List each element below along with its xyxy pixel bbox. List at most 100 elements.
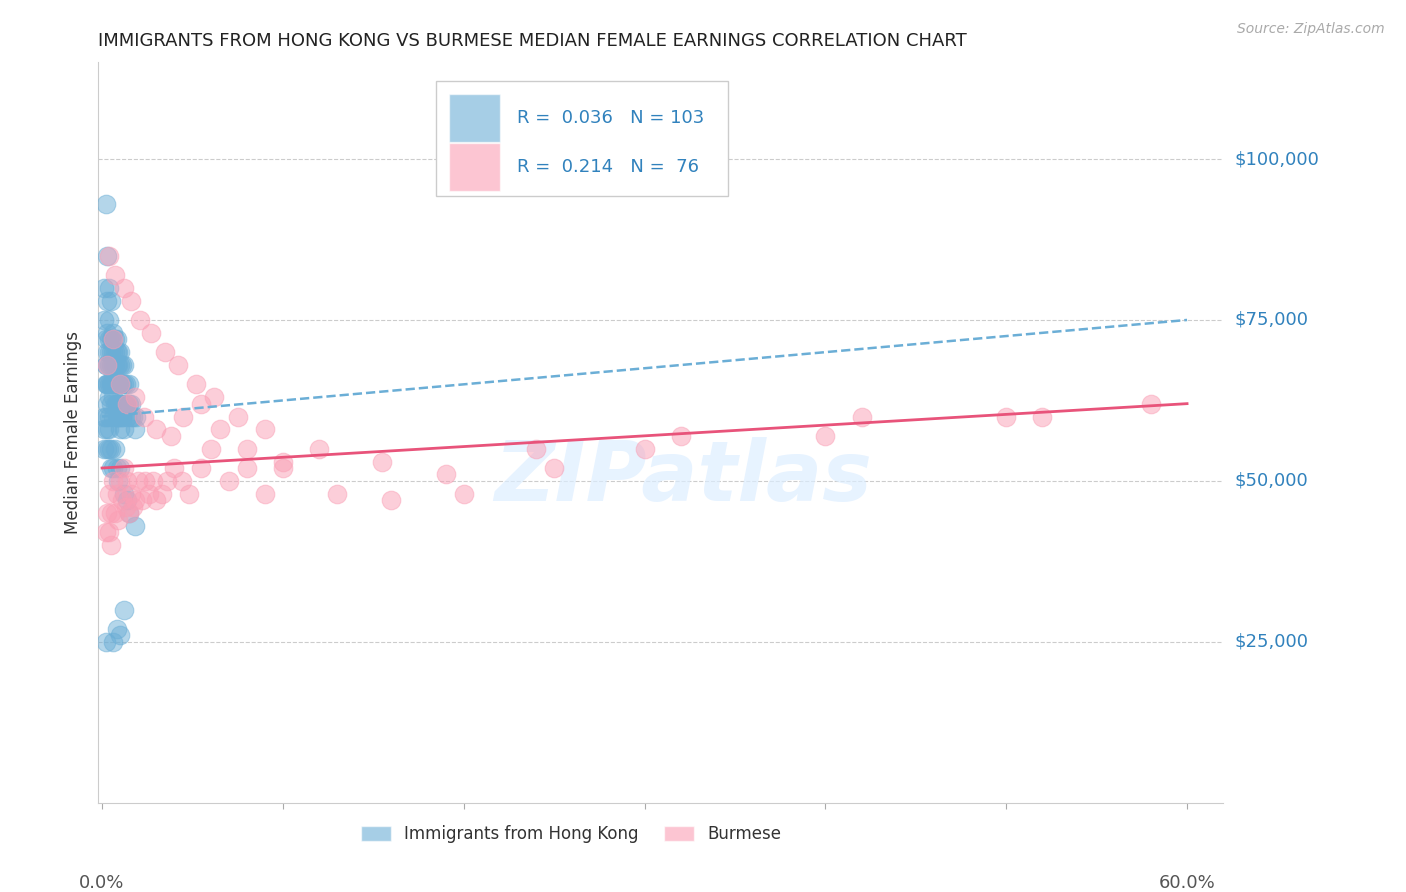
Point (105, 377, 128, 392)
Point (104, 377, 127, 392)
Point (96, 345, 118, 359)
Text: 0.0%: 0.0% (79, 873, 125, 892)
Point (98, 281, 121, 295)
Point (104, 506, 127, 520)
Point (101, 332, 124, 346)
Point (98, 358, 121, 372)
Point (114, 500, 136, 514)
Point (98, 487, 121, 501)
Point (127, 474, 149, 488)
Point (159, 429, 181, 443)
Point (156, 474, 179, 488)
Point (177, 487, 200, 501)
Y-axis label: Median Female Earnings: Median Female Earnings (65, 331, 83, 534)
Point (94, 635, 117, 649)
Point (100, 397, 122, 411)
Point (633, 442, 655, 456)
Point (94, 358, 117, 372)
Point (107, 377, 129, 392)
Point (108, 397, 131, 411)
Point (96, 249, 118, 263)
Text: IMMIGRANTS FROM HONG KONG VS BURMESE MEDIAN FEMALE EARNINGS CORRELATION CHART: IMMIGRANTS FROM HONG KONG VS BURMESE MED… (98, 32, 967, 50)
Point (94, 197, 117, 211)
Point (96, 326, 118, 340)
FancyBboxPatch shape (450, 94, 501, 142)
Point (104, 377, 127, 392)
Point (105, 397, 128, 411)
Point (96, 293, 118, 308)
Point (107, 474, 129, 488)
Point (98, 332, 121, 346)
Point (96, 442, 118, 456)
Point (101, 326, 124, 340)
Point (100, 461, 122, 475)
FancyBboxPatch shape (450, 143, 501, 191)
Point (96, 506, 118, 520)
Point (124, 519, 146, 533)
Point (851, 409, 873, 424)
Point (100, 345, 122, 359)
Point (814, 429, 837, 443)
Point (117, 409, 139, 424)
Point (101, 377, 124, 392)
Point (108, 628, 131, 642)
Point (139, 326, 162, 340)
Point (669, 429, 692, 443)
Point (453, 487, 475, 501)
Point (163, 461, 186, 475)
Point (125, 409, 148, 424)
Point (105, 622, 128, 636)
Point (120, 397, 142, 411)
Point (190, 397, 212, 411)
Point (98, 390, 121, 404)
Point (253, 422, 276, 436)
Point (105, 345, 128, 359)
Point (124, 422, 146, 436)
Point (105, 358, 128, 372)
Point (100, 506, 122, 520)
Point (121, 500, 143, 514)
Text: $100,000: $100,000 (1234, 150, 1319, 168)
Point (96, 377, 118, 392)
Text: Source: ZipAtlas.com: Source: ZipAtlas.com (1237, 22, 1385, 37)
Point (107, 409, 129, 424)
Point (101, 332, 124, 346)
Point (134, 474, 156, 488)
Point (117, 397, 139, 411)
Point (98, 422, 121, 436)
Point (98, 409, 121, 424)
Point (118, 506, 141, 520)
Point (94, 332, 117, 346)
Point (1031, 409, 1053, 424)
Point (93, 313, 115, 327)
Point (94, 358, 117, 372)
Point (190, 461, 212, 475)
Point (112, 602, 135, 616)
Point (104, 397, 127, 411)
Point (121, 409, 143, 424)
Point (380, 493, 402, 508)
Point (170, 474, 193, 488)
Point (101, 635, 124, 649)
Point (111, 358, 134, 372)
Point (112, 377, 135, 392)
Point (107, 512, 129, 526)
Point (271, 461, 294, 475)
Point (111, 377, 134, 392)
Point (100, 377, 122, 392)
Point (132, 409, 155, 424)
Point (271, 454, 294, 468)
Point (108, 377, 131, 392)
Point (111, 409, 134, 424)
Point (105, 397, 128, 411)
Point (150, 487, 173, 501)
Point (114, 377, 136, 392)
Point (104, 358, 127, 372)
Point (253, 487, 276, 501)
Point (167, 358, 190, 372)
Point (108, 377, 131, 392)
Point (108, 422, 131, 436)
Text: R =  0.214   N =  76: R = 0.214 N = 76 (517, 158, 699, 176)
Point (138, 487, 160, 501)
Point (120, 487, 142, 501)
